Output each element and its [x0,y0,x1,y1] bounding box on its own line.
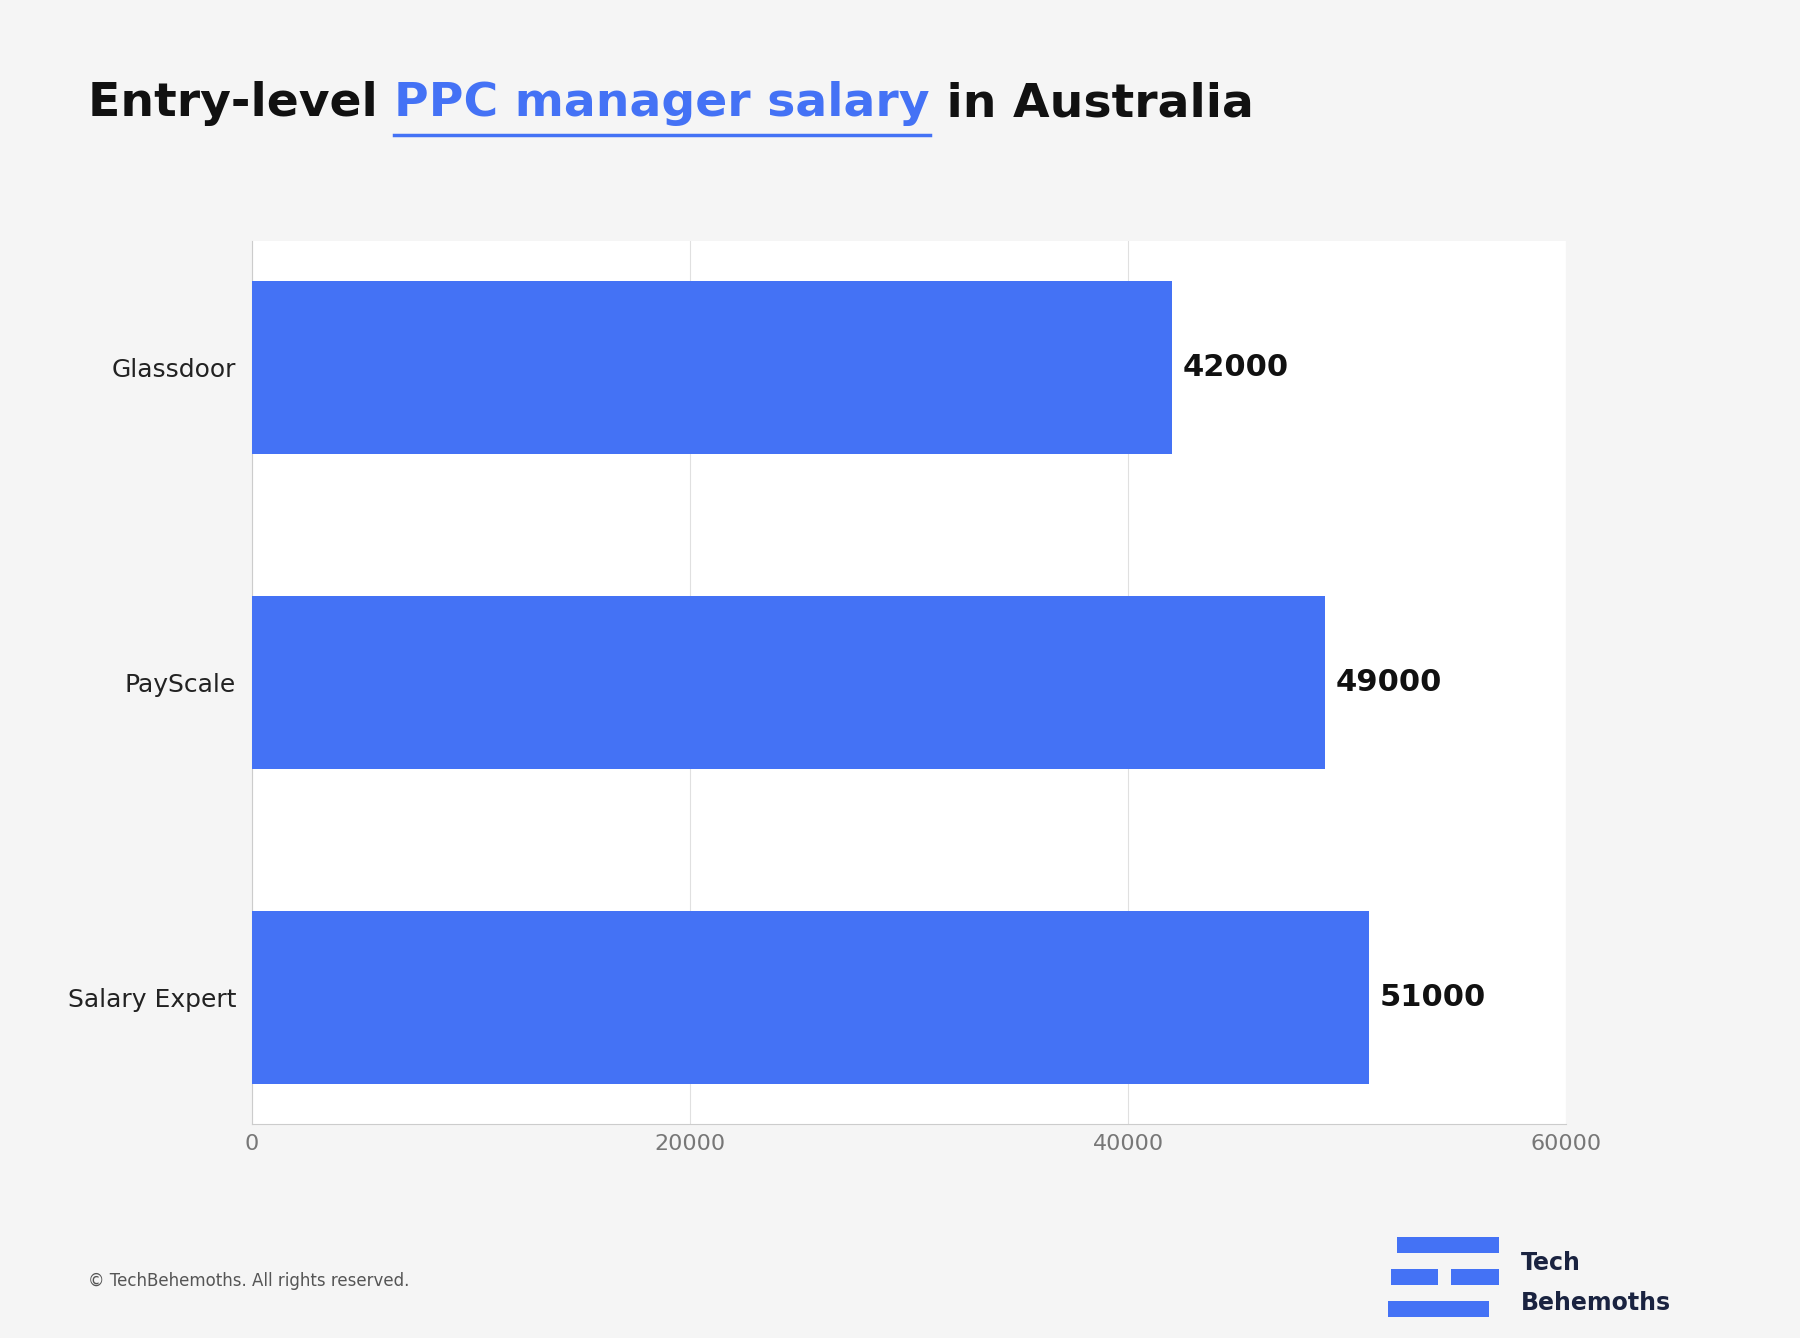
Text: 51000: 51000 [1381,982,1487,1012]
Text: Behemoths: Behemoths [1521,1291,1670,1315]
Bar [252,595,1325,769]
FancyBboxPatch shape [1397,1236,1498,1252]
Text: in Australia: in Australia [929,82,1253,126]
Text: 42000: 42000 [1183,353,1289,383]
FancyBboxPatch shape [1451,1268,1498,1284]
Text: Tech: Tech [1521,1251,1580,1275]
Text: 49000: 49000 [1336,668,1442,697]
Text: © TechBehemoths. All rights reserved.: © TechBehemoths. All rights reserved. [88,1272,409,1290]
FancyBboxPatch shape [1390,1268,1438,1284]
FancyBboxPatch shape [1388,1301,1489,1317]
Bar [252,281,1172,454]
Bar [252,911,1368,1084]
Text: Entry-level: Entry-level [88,82,394,126]
Text: PPC manager salary: PPC manager salary [394,82,929,126]
